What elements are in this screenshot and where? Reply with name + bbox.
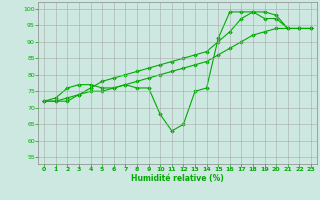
X-axis label: Humidité relative (%): Humidité relative (%) (131, 174, 224, 183)
